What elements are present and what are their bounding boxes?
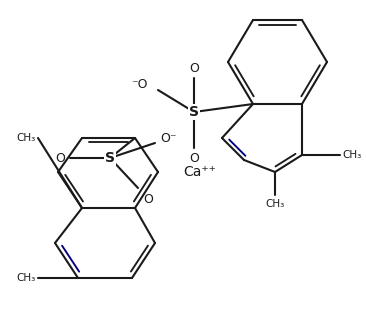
Text: O: O (189, 61, 199, 74)
Text: CH₃: CH₃ (265, 199, 285, 209)
Text: O: O (55, 151, 65, 164)
Text: O: O (143, 193, 153, 206)
Text: CH₃: CH₃ (17, 273, 36, 283)
Text: S: S (189, 105, 199, 119)
Text: O: O (189, 151, 199, 164)
Text: Ca⁺⁺: Ca⁺⁺ (184, 165, 216, 179)
Text: CH₃: CH₃ (342, 150, 361, 160)
Text: O⁻: O⁻ (160, 132, 176, 144)
Text: ⁻O: ⁻O (131, 79, 148, 92)
Text: S: S (105, 151, 115, 165)
Text: CH₃: CH₃ (17, 133, 36, 143)
